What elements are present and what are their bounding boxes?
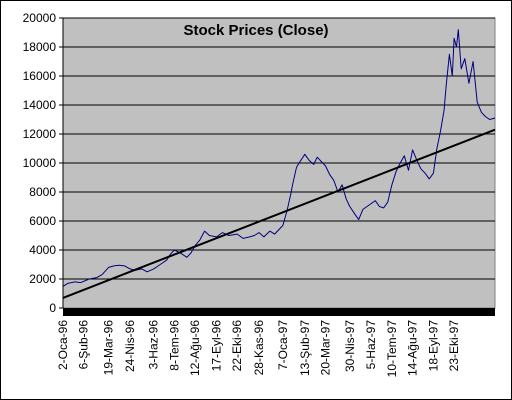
x-tick-label: 19-Mar-96 [102,320,116,376]
trendline [62,128,496,299]
x-tick-label: 18-Eyl-97 [426,320,440,372]
close-price-line [62,29,496,287]
gridlines [63,17,495,280]
y-tick-label: 18000 [23,40,57,54]
x-tick-label: 3-Haz-96 [147,320,161,370]
x-tick-label: 23-Eki-97 [447,320,461,372]
chart-title: Stock Prices (Close) [183,22,328,39]
x-tick-label: 12-Ağu-96 [188,320,202,376]
y-tick-label: 8000 [29,185,56,199]
y-tick-label: 2000 [29,272,56,286]
x-tick-label: 13-Şub-97 [298,320,312,376]
x-tick-label: 2-Oca-96 [56,320,70,370]
y-tick-label: 16000 [23,69,57,83]
series-layer [62,29,496,299]
x-tick-label: 14-Ağu-97 [406,320,420,376]
x-tick-label: 6-Şub-96 [77,320,91,370]
x-tick-label: 20-Mar-97 [319,320,333,376]
y-tick-label: 14000 [23,98,57,112]
x-tick-label: 10-Tem-97 [385,320,399,378]
y-tick-label: 10000 [23,156,57,170]
x-tick-label: 24-Nis-96 [123,320,137,372]
x-tick-label: 8-Tem-96 [167,320,181,371]
y-tick-label: 4000 [29,243,56,257]
x-tick-label: 30-Nis-97 [343,320,357,372]
x-tick-label: 28-Kas-96 [252,320,266,376]
x-tick-label: 5-Haz-97 [364,320,378,370]
x-axis: 2-Oca-96 6-Şub-96 19-Mar-96 24-Nis-96 3-Haz-… [56,320,461,378]
x-tick-label: 7-Oca-97 [276,320,290,370]
chart-floor [63,308,495,316]
x-tick-label: 17-Eyl-96 [210,320,224,372]
x-tick-label: 22-Eki-96 [230,320,244,372]
y-tick-label: 20000 [23,11,57,25]
y-tick-label: 6000 [29,214,56,228]
y-tick-label: 0 [49,301,56,315]
y-tick-label: 12000 [23,127,57,141]
y-axis: 0 2000 4000 6000 8000 10000 12000 14000 16000 180… [23,11,64,315]
